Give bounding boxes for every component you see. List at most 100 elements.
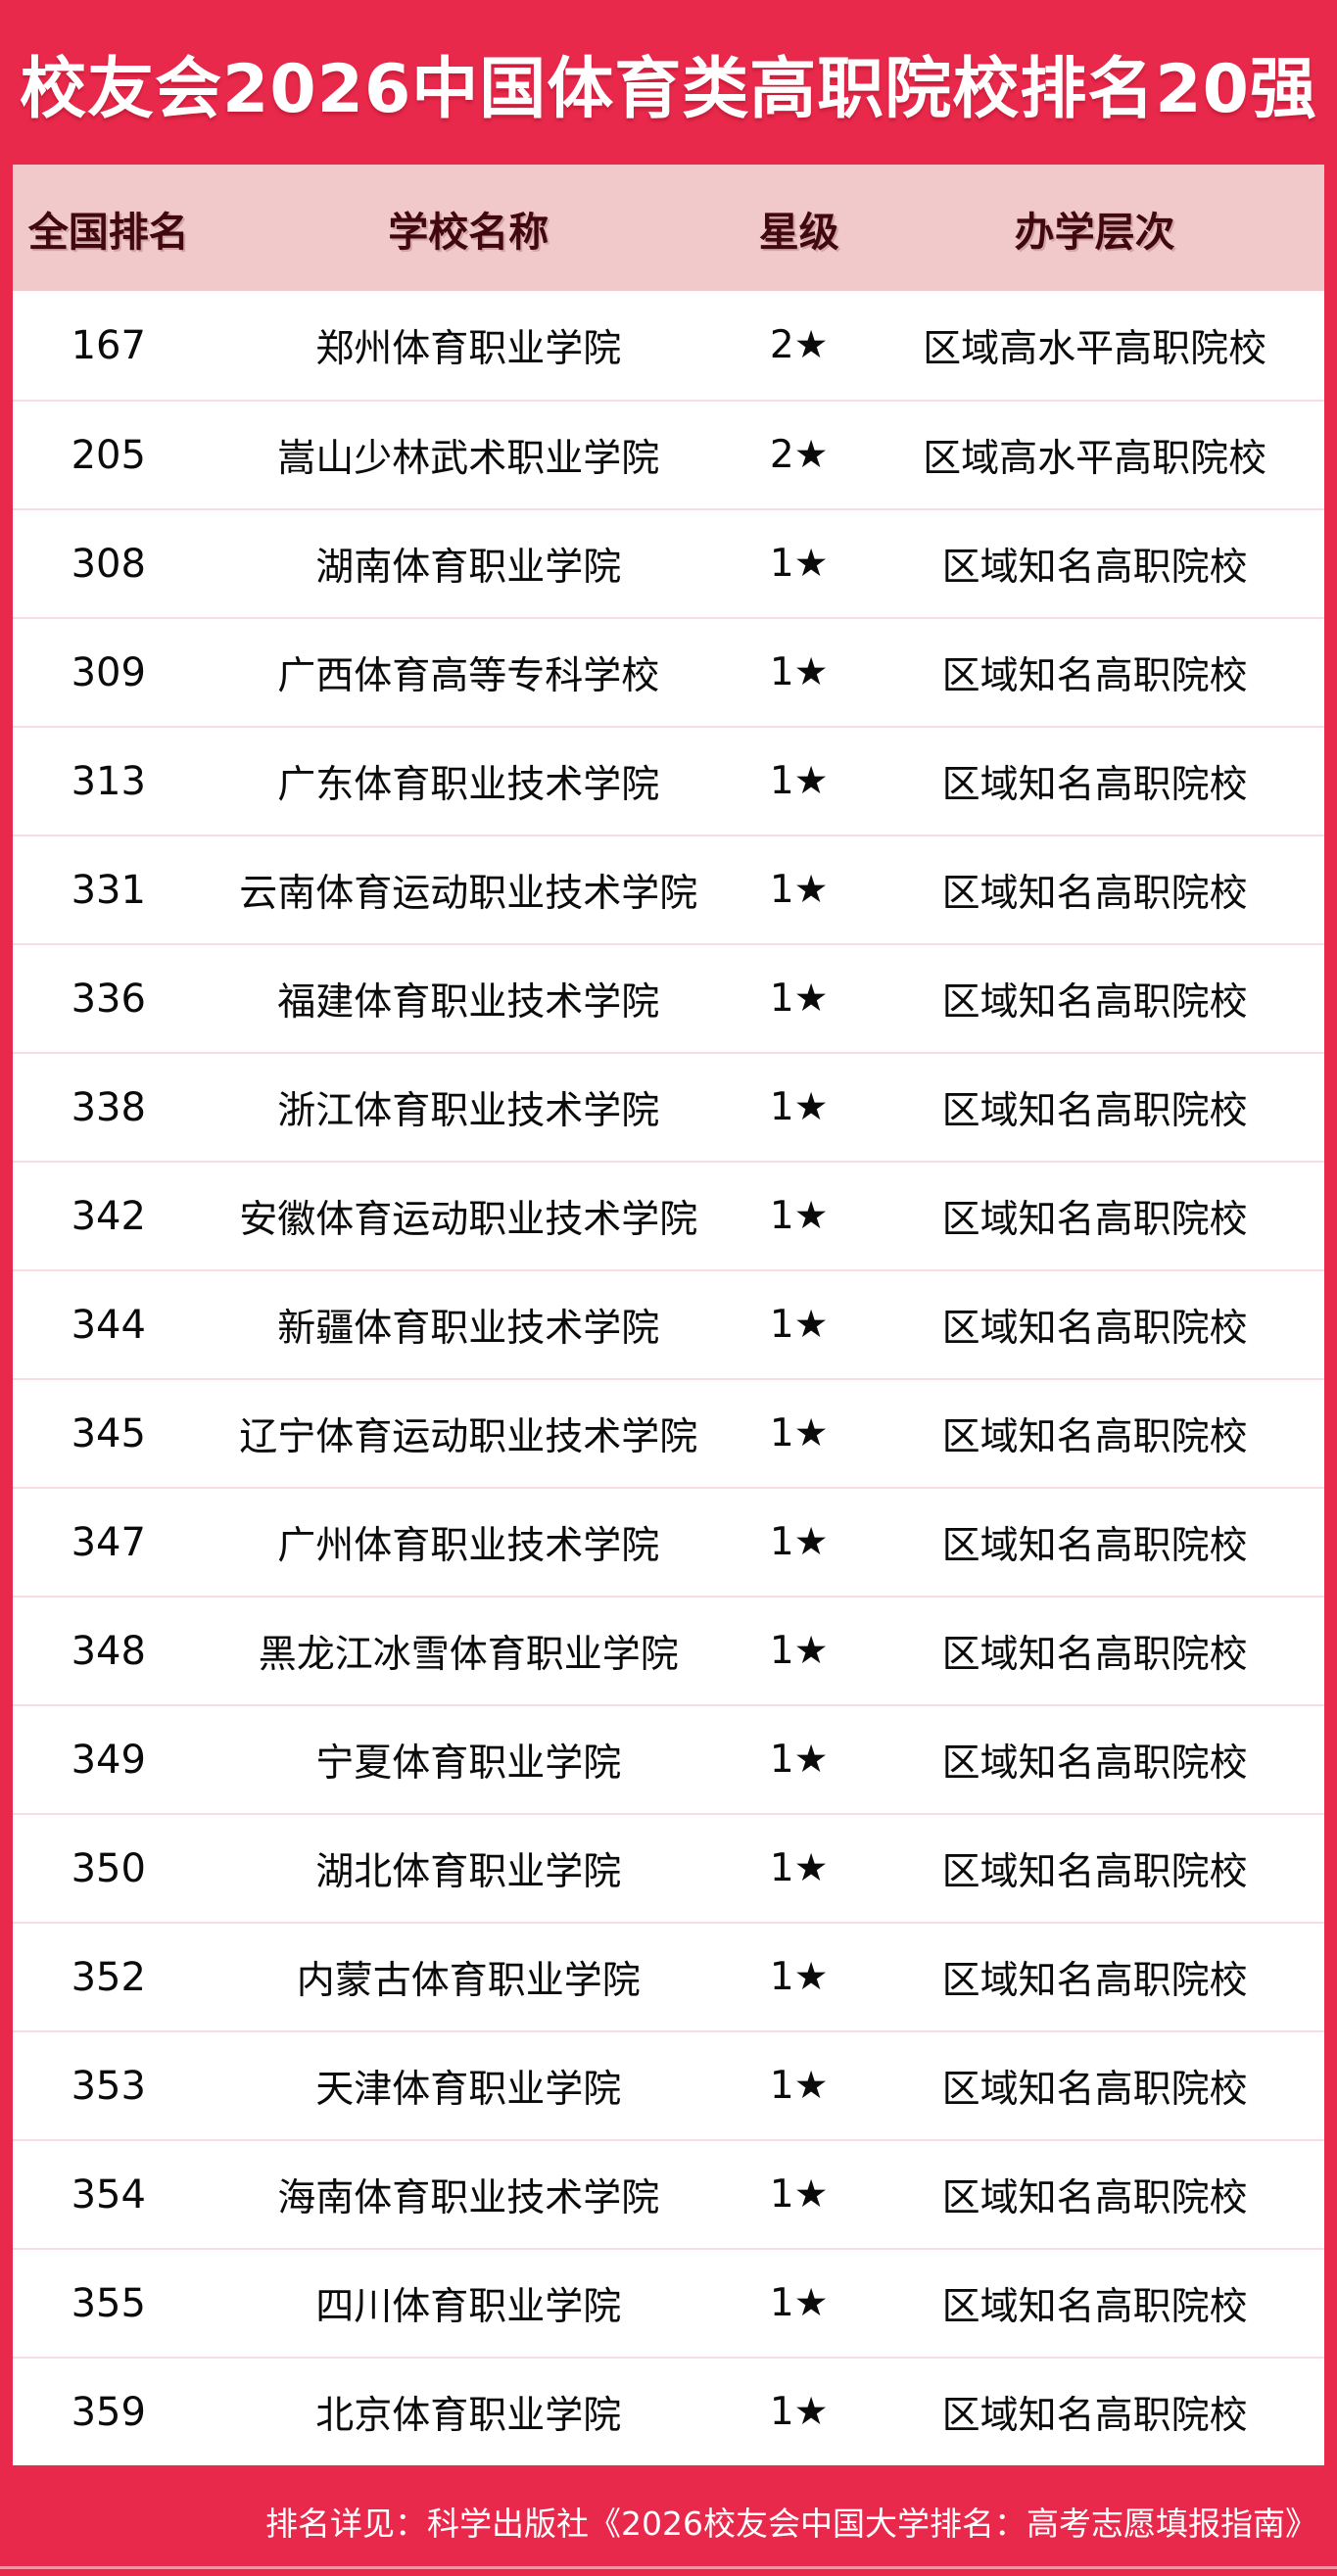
rank-cell: 353	[71, 2063, 146, 2109]
rank-cell: 354	[71, 2171, 146, 2218]
table-row: 352 内蒙古体育职业学院 1★ 区域知名高职院校	[13, 1922, 1324, 2030]
star-cell: 1★	[769, 868, 829, 912]
school-cell: 宁夏体育职业学院	[315, 1741, 622, 1786]
table-row: 349 宁夏体育职业学院 1★ 区域知名高职院校	[13, 1704, 1324, 1813]
table-row: 342 安徽体育运动职业技术学院 1★ 区域知名高职院校	[13, 1161, 1324, 1269]
table-row: 348 黑龙江冰雪体育职业学院 1★ 区域知名高职院校	[13, 1596, 1324, 1704]
table-row: 336 福建体育职业技术学院 1★ 区域知名高职院校	[13, 943, 1324, 1052]
school-cell: 嵩山少林武术职业学院	[277, 436, 660, 481]
star-cell: 1★	[769, 2172, 829, 2217]
rank-cell: 347	[71, 1519, 146, 1565]
rank-cell: 338	[71, 1084, 146, 1130]
school-cell: 湖南体育职业学院	[315, 545, 622, 590]
table-row: 205 嵩山少林武术职业学院 2★ 区域高水平高职院校	[13, 400, 1324, 508]
level-cell: 区域知名高职院校	[941, 979, 1248, 1025]
column-header-star: 星级	[758, 208, 839, 256]
rank-cell: 345	[71, 1410, 146, 1456]
table-row: 347 广州体育职业技术学院 1★ 区域知名高职院校	[13, 1487, 1324, 1596]
level-cell: 区域知名高职院校	[941, 1088, 1248, 1133]
rank-cell: 336	[71, 976, 146, 1022]
table-row: 308 湖南体育职业学院 1★ 区域知名高职院校	[13, 508, 1324, 617]
star-cell: 1★	[769, 2064, 829, 2108]
rank-cell: 331	[71, 867, 146, 913]
level-cell: 区域知名高职院校	[941, 762, 1248, 807]
school-cell: 新疆体育职业技术学院	[277, 1306, 660, 1351]
level-cell: 区域知名高职院校	[941, 653, 1248, 698]
rank-cell: 359	[71, 2389, 146, 2435]
star-cell: 1★	[769, 1303, 829, 1347]
rank-cell: 344	[71, 1302, 146, 1348]
star-cell: 1★	[769, 2390, 829, 2434]
page-title: 校友会2026中国体育类高职院校排名20强	[20, 50, 1317, 128]
star-cell: 1★	[769, 1194, 829, 1238]
rank-cell: 308	[71, 541, 146, 587]
school-cell: 北京体育职业学院	[315, 2393, 622, 2438]
table-row: 331 云南体育运动职业技术学院 1★ 区域知名高职院校	[13, 835, 1324, 943]
star-cell: 1★	[769, 977, 829, 1021]
school-cell: 郑州体育职业学院	[315, 326, 622, 371]
level-cell: 区域知名高职院校	[941, 2393, 1248, 2438]
table-row: 353 天津体育职业学院 1★ 区域知名高职院校	[13, 2030, 1324, 2139]
level-cell: 区域知名高职院校	[941, 1849, 1248, 1894]
rank-cell: 348	[71, 1628, 146, 1674]
star-cell: 2★	[769, 323, 829, 367]
star-cell: 1★	[769, 1520, 829, 1564]
school-cell: 黑龙江冰雪体育职业学院	[258, 1632, 679, 1677]
title-band: 校友会2026中国体育类高职院校排名20强	[0, 0, 1337, 165]
school-cell: 天津体育职业学院	[315, 2067, 622, 2112]
rank-cell: 205	[71, 432, 146, 478]
table-header-row: 全国排名 学校名称 星级 办学层次	[13, 165, 1324, 291]
table-row: 354 海南体育职业技术学院 1★ 区域知名高职院校	[13, 2139, 1324, 2248]
school-cell: 广州体育职业技术学院	[277, 1523, 660, 1568]
column-header-level: 办学层次	[1014, 208, 1175, 256]
level-cell: 区域高水平高职院校	[923, 326, 1267, 371]
column-header-rank: 全国排名	[27, 208, 189, 256]
school-cell: 广西体育高等专科学校	[277, 653, 660, 698]
footer-source-text: 排名详见：科学出版社《2026校友会中国大学排名：高考志愿填报指南》	[265, 2504, 1317, 2543]
ranking-table: 全国排名 学校名称 星级 办学层次 167 郑州体育职业学院 2★ 区域高水平高…	[13, 165, 1324, 2465]
level-cell: 区域知名高职院校	[941, 1523, 1248, 1568]
school-cell: 云南体育运动职业技术学院	[239, 871, 698, 916]
school-cell: 辽宁体育运动职业技术学院	[239, 1414, 698, 1459]
table-row: 355 四川体育职业学院 1★ 区域知名高职院校	[13, 2248, 1324, 2357]
star-cell: 1★	[769, 1085, 829, 1129]
column-header-school: 学校名称	[388, 208, 549, 256]
star-cell: 2★	[769, 433, 829, 477]
table-row: 344 新疆体育职业技术学院 1★ 区域知名高职院校	[13, 1269, 1324, 1378]
school-cell: 四川体育职业学院	[315, 2284, 622, 2329]
star-cell: 1★	[769, 1411, 829, 1455]
star-cell: 1★	[769, 2281, 829, 2325]
table-row: 359 北京体育职业学院 1★ 区域知名高职院校	[13, 2357, 1324, 2465]
rank-cell: 350	[71, 1845, 146, 1891]
star-cell: 1★	[769, 1846, 829, 1890]
level-cell: 区域知名高职院校	[941, 1741, 1248, 1786]
table-row: 338 浙江体育职业技术学院 1★ 区域知名高职院校	[13, 1052, 1324, 1161]
level-cell: 区域知名高职院校	[941, 1414, 1248, 1459]
school-cell: 安徽体育运动职业技术学院	[239, 1197, 698, 1242]
rank-cell: 309	[71, 649, 146, 695]
level-cell: 区域知名高职院校	[941, 1958, 1248, 2003]
level-cell: 区域知名高职院校	[941, 1632, 1248, 1677]
table-row: 345 辽宁体育运动职业技术学院 1★ 区域知名高职院校	[13, 1378, 1324, 1487]
rank-cell: 342	[71, 1193, 146, 1239]
table-row: 350 湖北体育职业学院 1★ 区域知名高职院校	[13, 1813, 1324, 1922]
school-cell: 福建体育职业技术学院	[277, 979, 660, 1025]
school-cell: 海南体育职业技术学院	[277, 2175, 660, 2220]
rank-cell: 313	[71, 758, 146, 804]
star-cell: 1★	[769, 542, 829, 586]
table-row: 309 广西体育高等专科学校 1★ 区域知名高职院校	[13, 617, 1324, 726]
star-cell: 1★	[769, 650, 829, 694]
star-cell: 1★	[769, 1629, 829, 1673]
level-cell: 区域知名高职院校	[941, 2284, 1248, 2329]
level-cell: 区域知名高职院校	[941, 1197, 1248, 1242]
level-cell: 区域知名高职院校	[941, 545, 1248, 590]
school-cell: 湖北体育职业学院	[315, 1849, 622, 1894]
table-row: 313 广东体育职业技术学院 1★ 区域知名高职院校	[13, 726, 1324, 835]
star-cell: 1★	[769, 759, 829, 803]
table-row: 167 郑州体育职业学院 2★ 区域高水平高职院校	[13, 291, 1324, 400]
level-cell: 区域知名高职院校	[941, 2067, 1248, 2112]
rank-cell: 352	[71, 1954, 146, 2000]
level-cell: 区域高水平高职院校	[923, 436, 1267, 481]
footer-band: 排名详见：科学出版社《2026校友会中国大学排名：高考志愿填报指南》	[0, 2465, 1337, 2576]
level-cell: 区域知名高职院校	[941, 871, 1248, 916]
